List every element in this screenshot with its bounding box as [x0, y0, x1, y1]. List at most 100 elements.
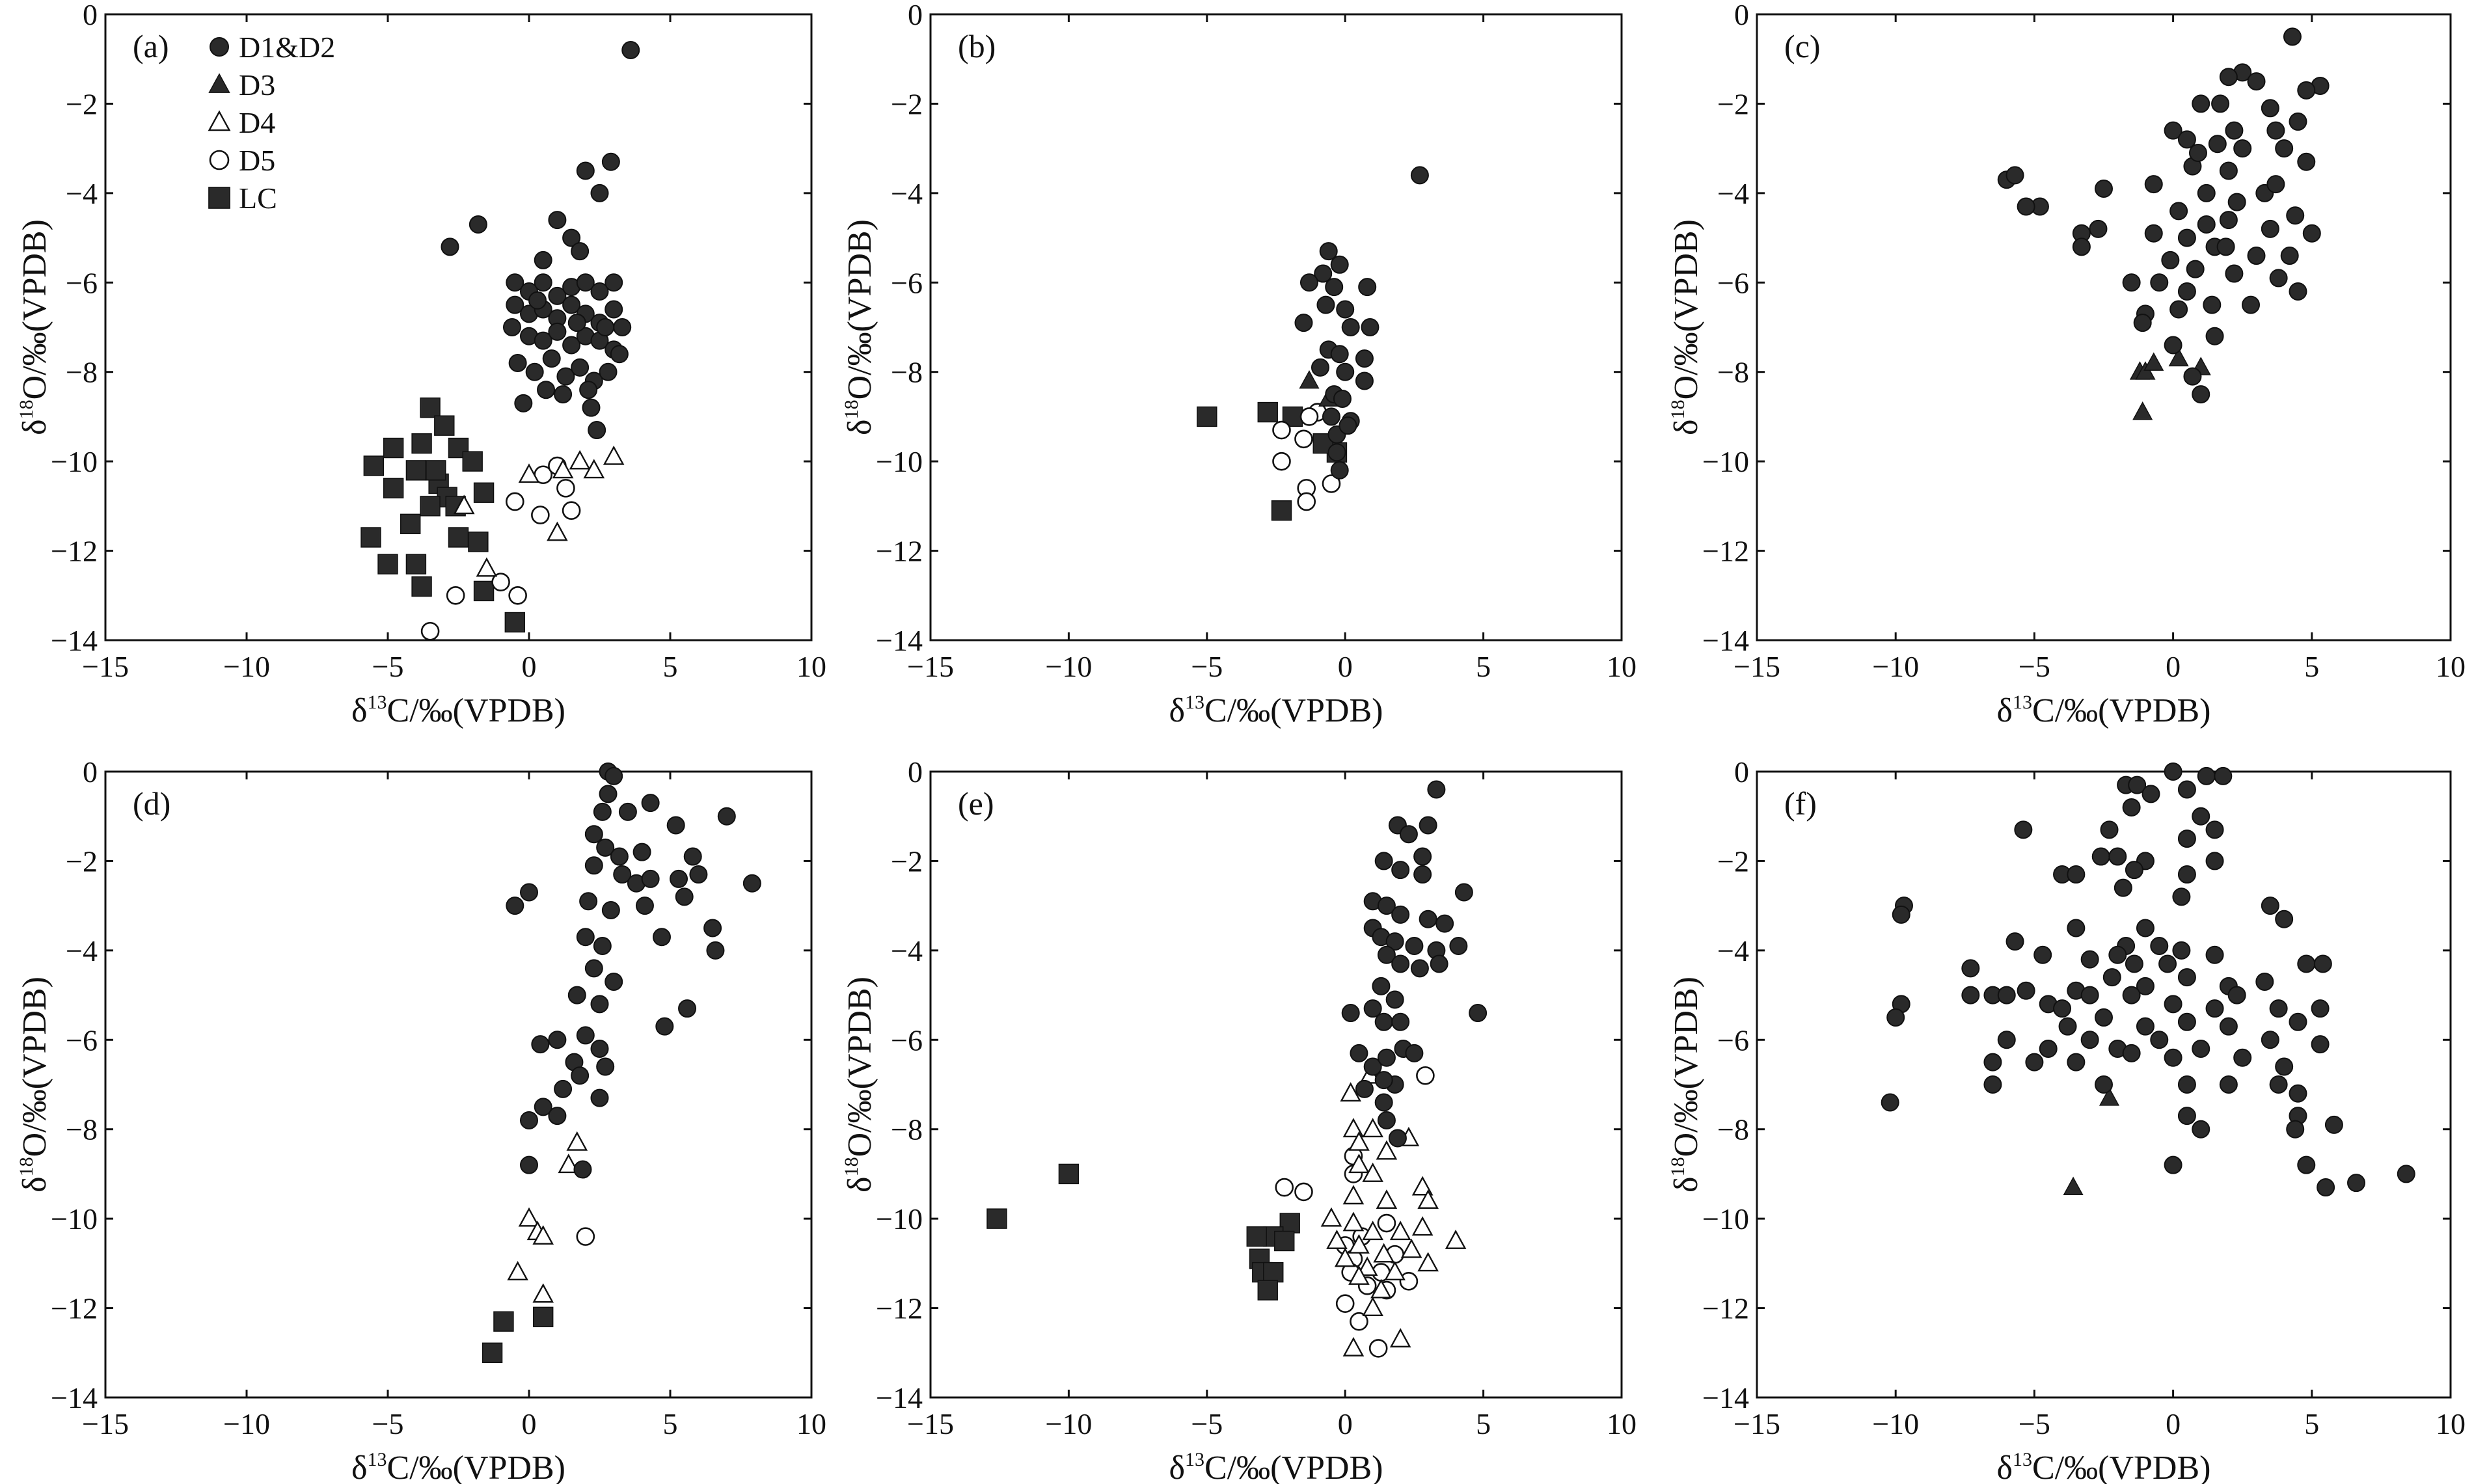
y-tick-label: −8	[1717, 1113, 1749, 1146]
data-point	[2164, 1155, 2182, 1174]
data-point	[411, 433, 432, 454]
data-point	[552, 459, 574, 479]
x-tick-label: −5	[372, 1407, 404, 1440]
data-point	[1454, 883, 1473, 902]
data-point	[582, 398, 601, 417]
data-point	[562, 295, 581, 314]
data-point	[554, 385, 573, 404]
data-point	[566, 1131, 588, 1151]
y-tick-label: 0	[908, 755, 923, 789]
data-point	[2297, 152, 2316, 171]
data-point	[534, 273, 552, 292]
data-point	[2205, 820, 2224, 839]
y-tick-label: −4	[891, 934, 923, 967]
data-point	[1449, 936, 1468, 955]
data-point	[518, 463, 540, 483]
data-point	[1299, 370, 1320, 389]
data-point	[2164, 762, 2182, 781]
data-point	[1427, 780, 1446, 799]
y-tick-label: −10	[51, 445, 98, 478]
data-point	[2169, 300, 2188, 319]
panel-tag: (c)	[1784, 28, 1821, 64]
data-point	[576, 161, 595, 180]
data-point	[1348, 1153, 1370, 1174]
data-point	[2297, 954, 2316, 973]
data-point	[618, 802, 637, 821]
data-point	[703, 919, 722, 938]
x-tick-label: −5	[2019, 650, 2050, 683]
data-point	[2017, 197, 2035, 216]
plot-frame	[929, 13, 1623, 641]
data-point	[2219, 161, 2238, 180]
data-point	[605, 300, 623, 319]
data-point	[1362, 1118, 1384, 1138]
data-point	[556, 367, 575, 386]
data-point	[2161, 250, 2180, 269]
data-point	[2005, 932, 2024, 951]
data-point	[2133, 314, 2152, 332]
data-point	[1377, 945, 1396, 964]
data-point	[556, 479, 575, 498]
x-tick-label: −15	[82, 650, 129, 683]
data-point	[420, 496, 441, 517]
y-axis-label: δ18O/‰(VPDB)	[841, 977, 878, 1193]
data-point	[1388, 1129, 1407, 1148]
data-point	[666, 816, 685, 835]
data-point	[1330, 255, 1349, 274]
y-tick-label: −6	[1717, 266, 1749, 299]
data-point	[2241, 295, 2260, 314]
data-point	[1362, 1297, 1384, 1316]
data-point	[1335, 1294, 1355, 1313]
data-point	[1342, 1185, 1365, 1205]
data-point	[506, 295, 524, 314]
data-point	[2269, 269, 2288, 288]
data-point	[2261, 897, 2279, 915]
data-point	[1299, 273, 1318, 292]
data-point	[400, 513, 421, 535]
data-point	[579, 381, 598, 399]
data-point	[576, 273, 595, 292]
data-point	[426, 460, 446, 481]
data-point	[1411, 1176, 1434, 1196]
data-point	[1348, 1131, 1370, 1151]
data-point	[2205, 852, 2224, 870]
data-point	[2150, 1031, 2169, 1049]
data-point	[2269, 999, 2288, 1018]
data-point	[1399, 1272, 1419, 1291]
data-point	[2177, 780, 2196, 799]
data-point	[1363, 999, 1382, 1018]
legend-label: D4	[239, 106, 275, 139]
x-tick-label: −5	[372, 650, 404, 683]
data-point	[576, 1026, 595, 1045]
data-point	[1322, 474, 1341, 493]
data-point	[534, 1098, 552, 1116]
x-tick-label: −5	[2019, 1407, 2050, 1440]
data-point	[621, 40, 640, 59]
x-tick-label: 10	[1607, 650, 1637, 683]
series-D1-D2	[1997, 27, 2330, 404]
data-point	[2227, 986, 2246, 1005]
data-point	[1348, 1234, 1370, 1254]
data-point	[2311, 999, 2330, 1018]
data-point	[590, 1040, 609, 1059]
data-point	[678, 999, 697, 1018]
data-point	[1348, 1265, 1370, 1285]
data-point	[2177, 1075, 2196, 1094]
data-point	[506, 897, 524, 915]
data-point	[1274, 1230, 1295, 1252]
data-point	[1197, 406, 1217, 427]
data-point	[1469, 1004, 1488, 1023]
data-point	[2214, 766, 2233, 785]
data-point	[1413, 865, 1432, 884]
data-point	[2397, 1165, 2415, 1183]
x-tick-label: −10	[1045, 1407, 1092, 1440]
data-point	[2192, 1040, 2210, 1059]
data-point	[588, 421, 606, 440]
data-point	[2247, 247, 2266, 265]
data-point	[2286, 1120, 2305, 1139]
data-point	[2122, 986, 2141, 1005]
data-point	[2227, 193, 2246, 211]
data-point	[1320, 1207, 1342, 1227]
data-point	[2297, 81, 2316, 100]
y-tick-label: −14	[1702, 1381, 1749, 1414]
